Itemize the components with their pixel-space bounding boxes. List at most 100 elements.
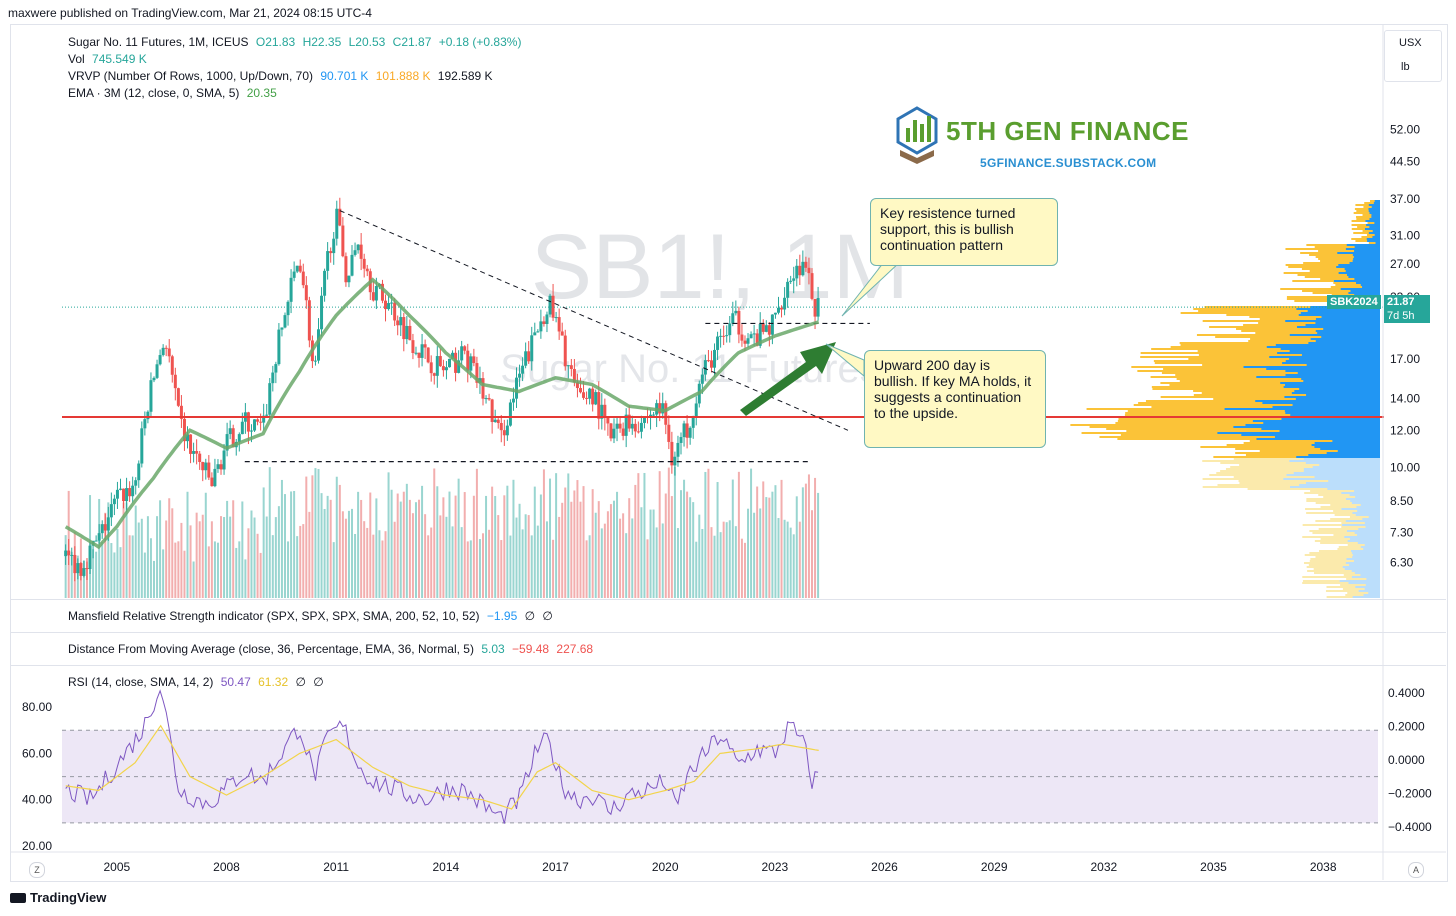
volume-bar [518,503,521,598]
panel-divider[interactable] [10,632,1446,633]
volume-profile-bar [1357,226,1380,228]
volume-profile-bar [1355,514,1380,516]
volume-bar [655,527,658,598]
volume-bar [314,468,317,598]
volume-bar [701,528,704,598]
volume-profile-bar [1303,380,1380,382]
candle-body [186,434,190,442]
volume-profile-bar [1106,428,1380,430]
candle-body [94,540,98,542]
volume-bar [667,467,670,598]
volume-profile-bar [1365,526,1380,528]
volume-profile-bar [1354,246,1380,248]
volume-bar [131,535,134,598]
time-axis-label: 2032 [1090,860,1117,874]
volume-profile-bar [1346,578,1380,580]
volume-profile-bar [1345,562,1380,564]
volume-bar [469,540,472,598]
vrvp-legend[interactable]: VRVP (Number Of Rows, 1000, Up/Down, 70)… [68,69,493,83]
volume-profile-bar [1321,336,1380,338]
volume-legend[interactable]: Vol 745.549 K [68,52,147,66]
candle-body [496,419,500,423]
volume-bar [399,501,402,598]
candle-body [594,392,598,405]
unit-label[interactable]: lb [1401,61,1410,73]
rsi-legend[interactable]: RSI (14, close, SMA, 14, 2) 50.47 61.32 … [68,675,324,689]
volume-profile-bar [1306,364,1380,366]
price-axis-label: 14.00 [1390,392,1420,406]
symbol-legend[interactable]: Sugar No. 11 Futures, 1M, ICEUS O21.83 H… [68,35,521,49]
volume-profile-bar [1140,352,1380,354]
panel-divider[interactable] [10,665,1446,666]
candle-body [597,392,601,419]
note-upward-200-day[interactable]: Upward 200 day is bullish. If key MA hol… [864,350,1046,448]
volume-profile-bar [1289,358,1380,360]
time-axis-label: 2035 [1200,860,1227,874]
volume-profile-bar [1303,468,1380,470]
candle-body [792,278,796,281]
candle-body [192,451,196,454]
candle-body [240,421,244,435]
volume-profile-bar [1341,508,1380,510]
dma-label: Distance From Moving Average (close, 36,… [68,642,474,656]
volume-bar [329,499,332,598]
candle-body [466,350,470,371]
rsi-v2: 61.32 [258,675,289,689]
volume-profile-bar [1275,344,1380,346]
auto-scale-button[interactable]: A [1408,862,1424,878]
candle-body [801,261,805,276]
volume-profile-bar [1303,458,1380,460]
candle-body [813,298,817,317]
volume-bar [692,502,695,598]
volume-profile-bar [1241,330,1380,332]
price-axis-label: 27.00 [1390,257,1420,271]
volume-bar [433,468,436,598]
volume-bar [795,496,798,598]
dma-legend[interactable]: Distance From Moving Average (close, 36,… [68,642,593,656]
volume-bar [280,479,283,598]
volume-bar [402,491,405,598]
candle-body [810,273,814,299]
panel-divider[interactable] [10,599,1446,600]
candle-body [444,367,448,371]
volume-profile-bar [1220,470,1380,472]
volume-bar [378,530,381,598]
volume-profile-bar [1314,446,1380,448]
candle-body [545,314,549,324]
volume-bar [777,518,780,598]
volume-bar [503,495,506,598]
volume-profile-bar [1351,570,1380,572]
candle-body [249,430,253,432]
candle-body [213,468,217,487]
ema-legend[interactable]: EMA · 3M (12, close, 0, SMA, 5) 20.35 [68,86,277,100]
volume-profile-bar [1319,464,1380,466]
volume-profile-bar [1309,560,1380,562]
candle-body [122,488,126,502]
volume-profile-bar [1289,334,1380,336]
volume-bar [725,522,728,598]
candle-body [237,434,241,442]
volume-bar [238,541,241,598]
currency-unit-selector[interactable]: USX lb [1384,30,1442,82]
volume-profile-bar [1344,268,1380,270]
candle-body [374,286,378,301]
volume-profile-bar [1117,438,1380,440]
candle-body [795,265,799,279]
candle-body [222,450,226,470]
mansfield-legend[interactable]: Mansfield Relative Strength indicator (S… [68,609,553,623]
candle-body [472,356,476,364]
volume-bar [485,495,488,598]
note-key-resistance[interactable]: Key resistence turned support, this is b… [870,198,1058,266]
volume-profile-bar [1302,536,1380,538]
candle-body [176,388,180,406]
tradingview-logo[interactable]: TradingView [10,890,106,905]
volume-profile-bar [1245,424,1380,426]
volume-profile-bar [1301,268,1380,270]
currency-label[interactable]: USX [1399,37,1422,49]
volume-bar [561,502,564,598]
candle-body [661,403,665,414]
volume-bar [673,466,676,598]
log-scale-button[interactable]: Z [29,862,45,878]
volume-profile-bar [1291,392,1380,394]
